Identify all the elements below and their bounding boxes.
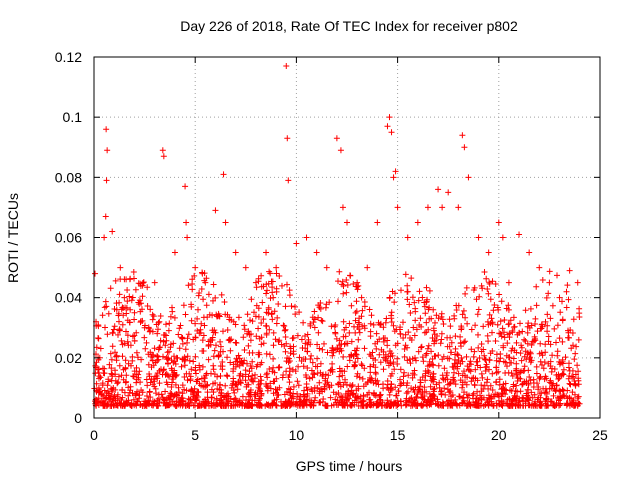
data-point [374, 219, 381, 226]
data-point [252, 279, 259, 286]
data-point [536, 264, 543, 271]
y-tick-labels: 0 0.02 0.04 0.06 0.08 0.1 0.12 [55, 49, 82, 426]
data-point [313, 249, 320, 256]
data-point [390, 174, 397, 181]
data-point [263, 249, 270, 256]
y-tick-label: 0.04 [55, 290, 82, 306]
x-tick-label: 10 [289, 427, 305, 443]
data-point [344, 219, 350, 226]
data-point [455, 204, 462, 211]
data-point [121, 294, 128, 301]
data-point [392, 168, 399, 175]
data-point [232, 249, 239, 256]
x-tick-labels: 0 5 10 15 20 25 [90, 427, 608, 443]
dense-data-band [91, 268, 583, 409]
x-tick-label: 20 [491, 427, 507, 443]
data-point [566, 267, 573, 274]
data-point [171, 249, 178, 256]
data-point [192, 264, 199, 271]
data-point [285, 177, 292, 184]
data-point [505, 279, 512, 286]
data-point [404, 234, 411, 241]
data-point [394, 204, 401, 211]
y-tick-label: 0.12 [55, 49, 82, 65]
data-point [388, 129, 395, 136]
data-point [293, 240, 300, 247]
data-point [339, 204, 346, 211]
data-point [333, 135, 340, 142]
data-point [574, 279, 581, 286]
data-point [495, 219, 502, 226]
data-point [475, 234, 482, 241]
data-point [337, 147, 344, 154]
data-point [117, 264, 124, 271]
data-point [364, 264, 371, 271]
data-point [435, 186, 442, 193]
data-point [242, 264, 249, 271]
y-tick-label: 0 [74, 410, 82, 426]
data-point [131, 309, 138, 316]
data-point [424, 204, 431, 211]
x-tick-label: 5 [191, 427, 199, 443]
x-axis-label: GPS time / hours [296, 458, 403, 474]
data-point [445, 189, 452, 196]
data-point [101, 234, 108, 241]
y-tick-label: 0.06 [55, 230, 82, 246]
data-point [465, 174, 472, 181]
data-point [103, 126, 110, 133]
axis-ticks [93, 56, 601, 419]
x-tick-label: 15 [390, 427, 406, 443]
data-point [212, 207, 219, 214]
data-point [184, 234, 191, 241]
data-point [546, 279, 553, 286]
y-axis-label: ROTI / TECUs [5, 193, 21, 283]
data-point [516, 231, 523, 238]
data-point [526, 249, 533, 256]
data-point [386, 114, 393, 121]
data-point [103, 177, 110, 184]
y-tick-label: 0.08 [55, 169, 82, 185]
data-point [283, 63, 290, 70]
data-point [151, 279, 158, 286]
data-point [92, 270, 99, 277]
data-point [414, 219, 421, 226]
data-point [459, 132, 466, 139]
data-point [109, 228, 116, 235]
data-point [182, 183, 189, 190]
data-point [284, 135, 291, 142]
y-tick-label: 0.1 [63, 109, 83, 125]
x-tick-label: 0 [90, 427, 98, 443]
grid-layer [94, 57, 600, 418]
data-point [183, 219, 190, 226]
data-point [556, 294, 563, 301]
data-point [485, 249, 492, 256]
y-tick-label: 0.02 [55, 350, 82, 366]
dense-samples [91, 268, 583, 409]
chart-title: Day 226 of 2018, Rate Of TEC Index for r… [180, 18, 518, 34]
data-point [499, 234, 506, 241]
data-point [439, 204, 446, 211]
data-point [461, 144, 468, 151]
data-point [323, 264, 330, 271]
data-point [384, 123, 391, 130]
data-point [273, 264, 280, 271]
data-point [222, 219, 229, 226]
data-point [102, 213, 109, 220]
data-point [160, 153, 167, 160]
data-point [220, 171, 227, 178]
x-tick-label: 25 [592, 427, 608, 443]
data-point [104, 147, 111, 154]
data-point [303, 234, 310, 241]
data-point [159, 147, 166, 154]
